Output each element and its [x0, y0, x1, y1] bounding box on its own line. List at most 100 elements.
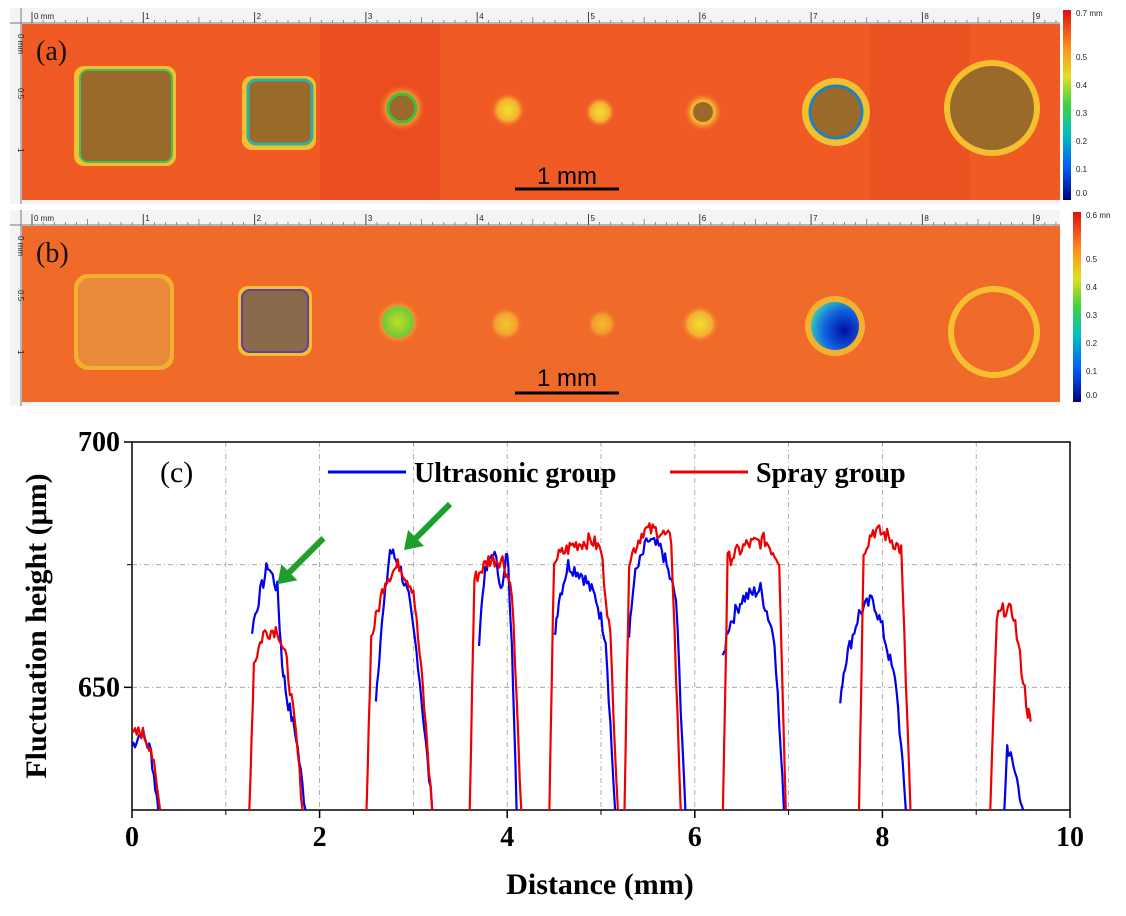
- ruler-tick-label: 6: [702, 12, 707, 21]
- side-tick: 1: [16, 148, 25, 153]
- ruler-tick-label: 5: [591, 12, 596, 21]
- ruler-tick-label: 9: [1036, 12, 1041, 21]
- spray-line: [131, 726, 162, 811]
- x-tick-label: 6: [688, 822, 702, 853]
- ultrasonic-line: [1003, 744, 1025, 811]
- ultrasonic-line: [839, 594, 907, 811]
- map-surface: [22, 226, 1060, 402]
- colorbar-label: 0.7 mm: [1076, 9, 1103, 18]
- ruler-tick-label: 3: [368, 214, 373, 223]
- annotation-arrows: [277, 501, 453, 585]
- square-crater: [74, 66, 176, 166]
- ultrasonic-line: [478, 550, 518, 811]
- ruler-tick-label: 0 mm: [34, 214, 54, 223]
- panel-label: (b): [36, 238, 69, 269]
- side-tick: 0 mm: [16, 34, 25, 54]
- y-axis-label: Fluctuation height (μm): [20, 473, 53, 778]
- legend-spray: Spray group: [756, 458, 906, 489]
- ruler-tick-label: 1: [145, 12, 150, 21]
- x-tick-label: 4: [500, 822, 514, 853]
- small-pit: [680, 304, 720, 344]
- spray-line: [365, 558, 434, 811]
- small-pit: [586, 308, 618, 340]
- small-pit: [488, 306, 524, 342]
- x-tick-label: 0: [125, 822, 139, 853]
- legend-ultrasonic: Ultrasonic group: [414, 458, 617, 489]
- panel-b: 0 mm 1 2 3 4 5 6 7 8 9 0 mm 0.5 1 (b): [10, 210, 1110, 406]
- ruler-tick-label: 4: [479, 214, 484, 223]
- ruler-tick-label: 0 mm: [34, 12, 54, 21]
- side-tick: 0 mm: [16, 236, 25, 256]
- colorbar-label: 0.5: [1086, 255, 1098, 264]
- ruler-tick-label: 2: [257, 214, 262, 223]
- ruler-tick-label: 7: [813, 12, 818, 21]
- round-crater: [374, 298, 422, 346]
- x-tick-label: 8: [875, 822, 889, 853]
- ruler-tick-label: 5: [591, 214, 596, 223]
- colorbar-labels: 0.7 mm 0.5 0.4 0.3 0.2 0.1 0.0: [1076, 9, 1103, 198]
- ultrasonic-line: [251, 562, 307, 811]
- square-crater: [74, 274, 174, 370]
- colorbar-label: 0.1: [1086, 367, 1098, 376]
- colorbar-label: 0.2: [1086, 339, 1098, 348]
- ruler-tick-label: 2: [257, 12, 262, 21]
- ultrasonic-line: [553, 559, 617, 811]
- spray-line: [857, 524, 912, 811]
- spray-line: [548, 532, 619, 811]
- panel-label: (c): [160, 456, 193, 489]
- ruler-tick-label: 3: [368, 12, 373, 21]
- side-tick: 0.5: [16, 88, 25, 100]
- ultrasonic-line: [628, 536, 687, 811]
- colorbar-label: 0.0: [1076, 189, 1088, 198]
- chart-panel-c: 0 2 4 6 8 10 650 700 (c) Ultrasonic group Spray…: [0, 420, 1126, 911]
- square-crater: [242, 76, 316, 150]
- ultrasonic-line: [374, 548, 434, 811]
- colorbar-label: 0.3: [1086, 311, 1098, 320]
- side-tick: 0.5: [16, 290, 25, 302]
- scale-bar-label: 1 mm: [537, 365, 597, 392]
- colorbar: [1073, 212, 1081, 402]
- y-tick-label: 650: [78, 672, 120, 703]
- annotation-arrow-shaft: [285, 536, 326, 577]
- ruler-tick-label: 6: [702, 214, 707, 223]
- y-tick-label: 700: [78, 427, 120, 458]
- spray-line: [248, 626, 304, 811]
- panel-a: 0 mm 1 2 3 4 5 6 7 8 9 0 mm 0.5 1: [10, 8, 1110, 204]
- colorbar-label: 0.1: [1076, 165, 1088, 174]
- ruler-tick-label: 9: [1036, 214, 1041, 223]
- square-crater: [238, 286, 312, 356]
- colorbar-label: 0.4: [1086, 283, 1098, 292]
- axis-ticks: 0 2 4 6 8 10 650 700: [78, 427, 1084, 853]
- x-tick-label: 10: [1056, 822, 1084, 853]
- scale-bar-label: 1 mm: [537, 163, 597, 190]
- colorbar-label: 0.3: [1076, 109, 1088, 118]
- annotation-arrow-shaft: [411, 501, 453, 543]
- round-crater: [944, 60, 1040, 156]
- ruler-tick-label: 8: [924, 12, 929, 21]
- annotation-arrow-head: [277, 564, 298, 585]
- side-ruler: 0 mm 0.5 1: [16, 34, 25, 153]
- colorbar-label: 0.6 mm: [1086, 211, 1110, 220]
- round-crater: [802, 78, 870, 146]
- spray-line: [468, 554, 523, 811]
- legend: Ultrasonic group Spray group: [328, 458, 906, 489]
- fluctuation-chart: 0 2 4 6 8 10 650 700 (c) Ultrasonic group Spray…: [20, 427, 1084, 901]
- ruler-tick-label: 4: [479, 12, 484, 21]
- small-pit: [584, 96, 616, 128]
- round-crater: [683, 92, 723, 132]
- round-crater: [805, 296, 865, 356]
- colorbar-labels: 0.6 mm 0.5 0.4 0.3 0.2 0.1 0.0: [1086, 211, 1110, 400]
- spray-line: [721, 531, 787, 811]
- annotation-arrow-head: [404, 529, 425, 550]
- height-map-b: 0 mm 1 2 3 4 5 6 7 8 9 0 mm 0.5 1 (b): [10, 210, 1110, 406]
- colorbar-label: 0.2: [1076, 137, 1088, 146]
- height-map-a: 0 mm 1 2 3 4 5 6 7 8 9 0 mm 0.5 1: [10, 8, 1103, 204]
- round-crater: [378, 84, 426, 132]
- ruler-tick-label: 7: [813, 214, 818, 223]
- grid: [132, 442, 1070, 810]
- x-tick-label: 2: [313, 822, 327, 853]
- spray-line: [623, 522, 682, 811]
- panel-label: (a): [36, 36, 67, 67]
- top-ruler: 0 mm 1 2 3 4 5 6 7 8 9: [31, 12, 1057, 23]
- ruler-tick-label: 1: [145, 214, 150, 223]
